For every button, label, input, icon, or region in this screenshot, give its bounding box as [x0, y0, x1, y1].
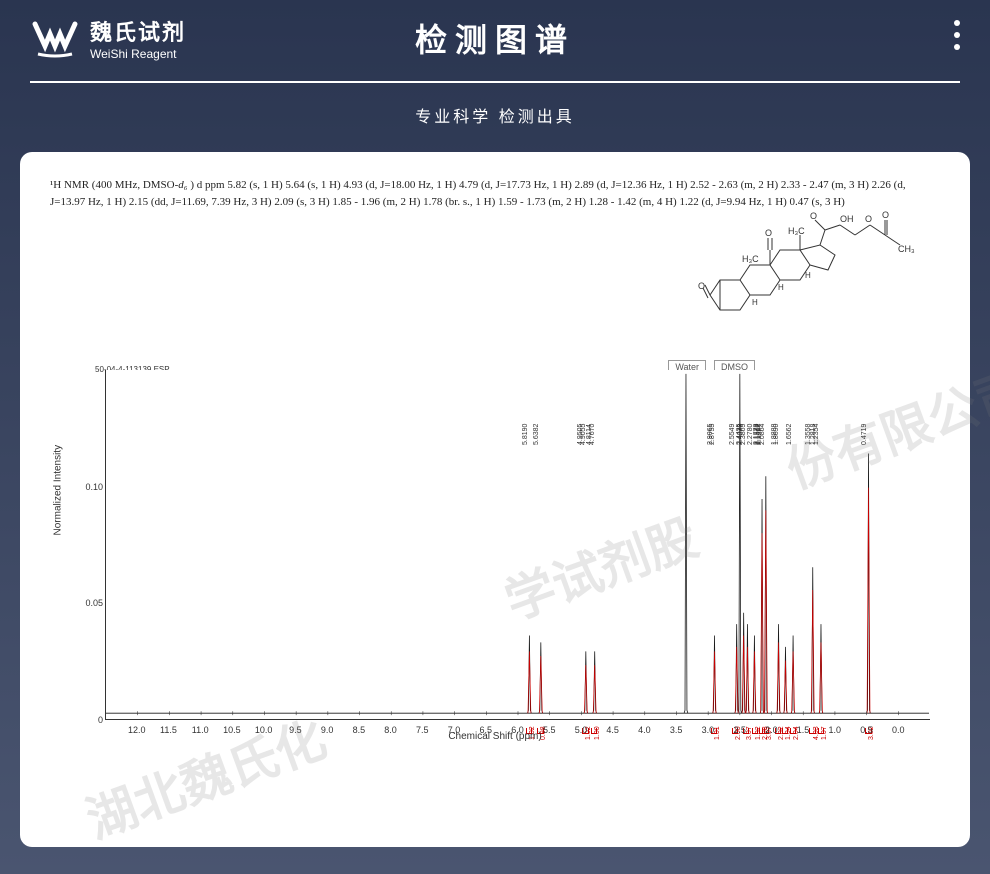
y-ticks: 00.050.10 — [78, 370, 103, 720]
logo-en-text: WeiShi Reagent — [90, 47, 186, 61]
logo-cn-text: 魏氏试剂 — [90, 15, 186, 47]
svg-text:H₃C: H₃C — [788, 226, 805, 236]
page-title: 检测图谱 — [415, 15, 575, 61]
svg-text:O: O — [882, 210, 889, 220]
svg-text:H₃C: H₃C — [742, 254, 759, 264]
chemical-structure: O O H₃C H₃C O OH O O CH₃ H H H — [690, 210, 930, 340]
svg-text:O: O — [765, 228, 772, 238]
subtitle: 专业科学 检测出具 — [0, 103, 990, 127]
svg-text:OH: OH — [840, 214, 854, 224]
svg-text:O: O — [698, 281, 705, 291]
chart-area: O O H₃C H₃C O OH O O CH₃ H H H Water DMS… — [50, 220, 940, 750]
nmr-description: ¹H NMR (400 MHz, DMSO-d₆ ) d ppm 5.82 (s… — [50, 177, 940, 210]
spectrum-card: ¹H NMR (400 MHz, DMSO-d₆ ) d ppm 5.82 (s… — [20, 152, 970, 847]
menu-icon[interactable] — [954, 20, 960, 50]
header: 魏氏试剂 WeiShi Reagent 检测图谱 — [0, 0, 990, 76]
logo-icon — [30, 16, 80, 61]
svg-text:H: H — [752, 298, 758, 307]
svg-text:CH₃: CH₃ — [898, 244, 915, 254]
logo: 魏氏试剂 WeiShi Reagent — [30, 15, 186, 61]
x-axis-label: Chemical Shift (ppm) — [448, 731, 541, 742]
svg-text:O: O — [810, 211, 817, 221]
header-divider — [30, 81, 960, 83]
watermark: 湖北魏氏化 — [75, 699, 335, 852]
svg-text:H: H — [805, 271, 811, 280]
peak-labels: 5.81905.63824.95054.90554.81144.76702.90… — [105, 385, 930, 445]
svg-text:O: O — [865, 214, 872, 224]
y-axis-label: Normalized Intensity — [53, 445, 64, 536]
svg-text:H: H — [778, 283, 784, 292]
